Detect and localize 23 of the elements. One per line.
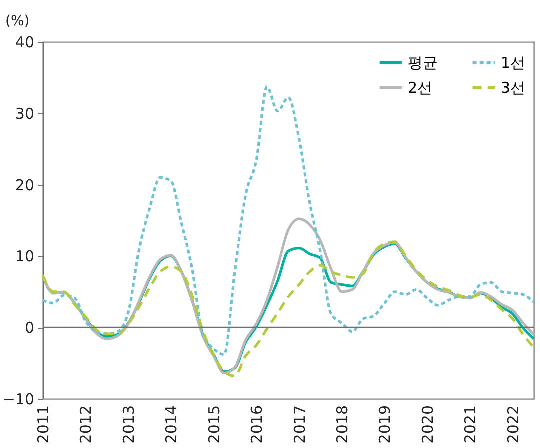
x-tick-label: 2016 (248, 406, 266, 444)
x-tick-label: 2012 (77, 406, 96, 444)
y-tick-label: 10 (15, 248, 34, 266)
y-tick-label: 30 (15, 104, 34, 123)
x-tick-label: 2019 (376, 406, 394, 444)
y-axis-title: (%) (6, 14, 30, 30)
legend-label: 평균 (408, 54, 438, 72)
x-tick-label: 2011 (34, 406, 52, 444)
x-tick-label: 2015 (205, 406, 224, 444)
x-tick-label: 2013 (120, 406, 138, 444)
legend-label: 2선 (408, 79, 433, 97)
x-tick-label: 2017 (290, 406, 309, 444)
y-tick-label: −10 (2, 390, 34, 408)
legend-label: 3선 (501, 79, 526, 97)
x-tick-label: 2021 (462, 406, 480, 444)
legend-label: 1선 (501, 54, 526, 72)
y-tick-label: 20 (15, 176, 34, 194)
y-tick-label: 0 (24, 319, 34, 338)
x-tick-label: 2022 (504, 406, 522, 444)
x-tick-label: 2014 (162, 406, 181, 444)
x-tick-label: 2020 (418, 406, 437, 444)
y-tick-label: 40 (15, 34, 34, 52)
x-tick-label: 2018 (333, 406, 352, 444)
